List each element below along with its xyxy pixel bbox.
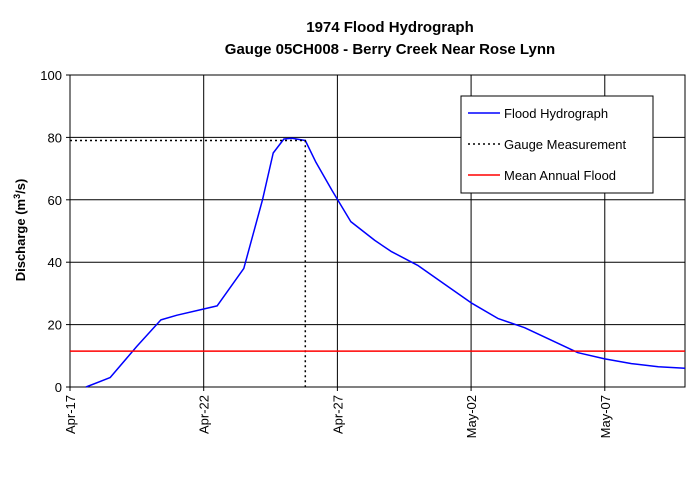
x-tick-label: May-07: [598, 395, 613, 438]
chart-subtitle: Gauge 05CH008 - Berry Creek Near Rose Ly…: [225, 41, 555, 58]
y-axis: 0 20 40 60 80 100: [40, 68, 70, 395]
plot-area-frame: [69, 74, 686, 388]
series-layer: [70, 137, 686, 388]
x-tick-label: May-02: [464, 395, 479, 438]
x-tick-label: Apr-17: [63, 395, 78, 434]
y-tick-label: 20: [48, 318, 62, 333]
hydrograph-line: [85, 137, 686, 388]
y-axis-label: Discharge (m3/s): [12, 179, 28, 282]
legend-label-mean-flood: Mean Annual Flood: [504, 168, 616, 183]
legend-label-hydrograph: Flood Hydrograph: [504, 106, 608, 121]
y-tick-label: 100: [40, 68, 62, 83]
chart-title: 1974 Flood Hydrograph: [306, 19, 474, 36]
y-tick-label: 40: [48, 255, 62, 270]
y-axis-label-end: /s): [13, 179, 28, 194]
y-tick-label: 0: [55, 380, 62, 395]
legend-label-measurement: Gauge Measurement: [504, 137, 627, 152]
y-axis-label-main: Discharge (m: [13, 199, 28, 281]
y-tick-label: 60: [48, 193, 62, 208]
x-tick-label: Apr-27: [330, 395, 345, 434]
y-tick-label: 80: [48, 130, 62, 145]
x-tick-label: Apr-22: [197, 395, 212, 434]
y-axis-label-superscript: 3: [12, 194, 22, 199]
gauge-measurement-line: [70, 139, 307, 387]
x-axis: Apr-17 Apr-22 Apr-27 May-02 May-07: [63, 387, 613, 438]
legend: Flood Hydrograph Gauge Measurement Mean …: [460, 95, 654, 194]
